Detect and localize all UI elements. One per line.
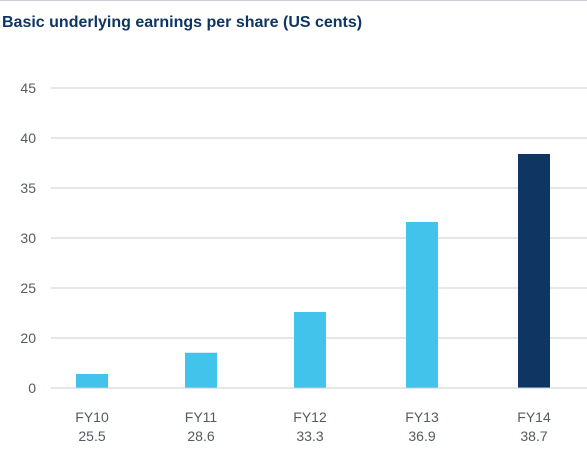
data-label: 33.3 xyxy=(296,428,323,444)
x-tick-label: FY11 xyxy=(185,409,218,425)
top-divider xyxy=(0,0,587,1)
y-tick-label: 0 xyxy=(28,380,36,396)
bar-fy13 xyxy=(406,222,438,388)
bar-fy11 xyxy=(185,352,217,388)
y-tick-label: 30 xyxy=(20,230,36,246)
y-tick-label: 45 xyxy=(20,80,36,96)
bar-fy10 xyxy=(76,374,108,388)
bar-fy14 xyxy=(518,154,550,388)
x-tick-label: FY14 xyxy=(517,409,551,425)
bar-fy12 xyxy=(294,312,326,388)
data-label: 25.5 xyxy=(78,428,105,444)
x-tick-label: FY10 xyxy=(75,409,109,425)
y-tick-label: 25 xyxy=(20,280,36,296)
data-label: 28.6 xyxy=(187,428,214,444)
x-tick-label: FY12 xyxy=(293,409,327,425)
y-tick-label: 20 xyxy=(20,330,36,346)
y-tick-label: 40 xyxy=(20,130,36,146)
data-label: 38.7 xyxy=(520,428,547,444)
y-tick-label: 35 xyxy=(20,180,36,196)
data-label: 36.9 xyxy=(408,428,435,444)
chart-title: Basic underlying earnings per share (US … xyxy=(2,14,363,31)
x-tick-label: FY13 xyxy=(405,409,439,425)
